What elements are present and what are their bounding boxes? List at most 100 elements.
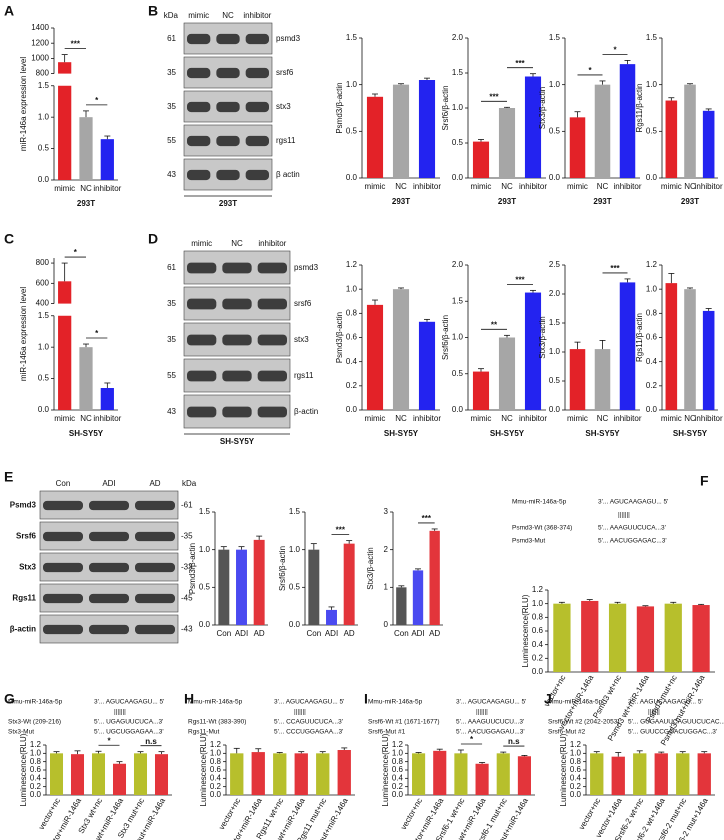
y-tick-label: 1.5 <box>199 507 211 516</box>
blot-band <box>135 500 175 511</box>
bar <box>524 76 542 178</box>
blot-band <box>135 624 175 635</box>
x-tick-label: mimic <box>54 184 75 193</box>
y-tick-label: 3 <box>384 507 389 516</box>
y-tick-label: 0.5 <box>199 582 211 591</box>
y-tick-label: 0.5 <box>549 376 561 385</box>
y-tick-label: 0.2 <box>392 782 404 791</box>
blot-band <box>187 262 217 274</box>
y-axis-label: Stx3/β-actin <box>538 316 547 358</box>
mut-name: Rgs11-Mut <box>188 729 220 736</box>
blot-band <box>187 135 211 147</box>
y-axis-label: Srsf6/β-actin <box>441 315 450 360</box>
y-tick-label: 1.5 <box>549 33 561 42</box>
bar <box>581 600 599 672</box>
y-tick-label: 2.0 <box>549 289 561 298</box>
blot-band <box>89 500 129 511</box>
wt-name: Stx3-Wt (209-216) <box>8 719 61 726</box>
kda-label: 55 <box>167 371 176 380</box>
y-tick-label: 0.0 <box>38 175 50 184</box>
y-tick-label: 0.8 <box>646 308 658 317</box>
bar <box>326 609 337 625</box>
y-tick-label: 0.5 <box>452 369 464 378</box>
x-tick-label: inhibitor <box>613 182 641 191</box>
bar <box>218 549 230 625</box>
y-tick-label: 0.6 <box>210 765 222 774</box>
y-axis-label: Psmd3/β-actin <box>188 543 197 594</box>
x-axis-label: 293T <box>593 197 611 206</box>
y-axis-label: Rgs11/β-actin <box>635 84 644 133</box>
bar <box>472 141 490 178</box>
y-tick-label: 1.5 <box>38 311 50 320</box>
blot-band <box>89 531 129 542</box>
protein-label: β actin <box>276 170 300 179</box>
bar <box>253 539 265 625</box>
bar <box>594 349 611 410</box>
x-tick-label: ADI <box>411 629 424 638</box>
bar <box>433 750 447 795</box>
blot-band <box>187 370 217 382</box>
y-tick-label: 0.6 <box>646 333 658 342</box>
x-axis-label: 293T <box>392 197 410 206</box>
y-tick-label: 0.0 <box>646 405 658 414</box>
y-tick-label: 1.5 <box>38 81 50 90</box>
y-tick-label: 1.0 <box>38 342 50 351</box>
protein-label: rgs11 <box>294 371 314 380</box>
y-tick-label: 0.0 <box>30 790 42 799</box>
y-axis-label: Rgs11/β-actin <box>635 313 644 362</box>
bar <box>100 139 114 180</box>
blot-band <box>135 593 175 604</box>
kda-unit: kDa <box>182 479 197 488</box>
y-tick-label: 1.2 <box>570 740 582 749</box>
x-tick-label: Con <box>394 629 409 638</box>
x-axis-label: SH-SY5Y <box>384 429 419 438</box>
protein-label: psmd3 <box>276 34 301 43</box>
bar <box>308 549 320 625</box>
y-tick-label: 0.8 <box>346 308 358 317</box>
y-tick-label: 0.0 <box>289 620 301 629</box>
blot-caption: 293T <box>219 199 237 208</box>
x-tick-label: mimic <box>471 414 492 423</box>
bar <box>100 388 114 410</box>
blot-band <box>245 67 269 79</box>
protein-label: β-actin <box>10 625 36 634</box>
bar <box>70 754 85 795</box>
pairing: ||||||| <box>476 709 488 716</box>
bar <box>412 570 424 625</box>
blot-band <box>222 262 252 274</box>
significance-label: *** <box>610 264 620 273</box>
bar <box>429 530 440 625</box>
y-tick-label: 0.4 <box>532 640 544 649</box>
kda-label: -43 <box>181 625 193 634</box>
bar <box>79 117 93 180</box>
bar <box>418 80 436 178</box>
blot-band <box>187 67 211 79</box>
significance-label: * <box>95 96 99 105</box>
blot-band <box>222 406 252 418</box>
bar <box>665 283 678 410</box>
bar <box>412 753 426 795</box>
x-tick-label: inhibitor <box>413 414 441 423</box>
mut-name: Stx3-Mut <box>8 729 34 736</box>
y-tick-label: 0.6 <box>570 765 582 774</box>
y-tick-label: 0.8 <box>30 757 42 766</box>
y-tick-label: 800 <box>36 69 50 78</box>
lane-label: AD <box>149 479 160 488</box>
y-tick-label: 1.2 <box>30 740 42 749</box>
bar <box>590 753 604 795</box>
mut-seq: 5'... UGCUGGAGAA...3' <box>94 729 164 736</box>
y-tick-label: 0.2 <box>532 653 544 662</box>
bar <box>692 605 710 672</box>
blot-band <box>222 298 252 310</box>
y-tick-label: 0.5 <box>549 126 561 135</box>
y-tick-label: 0.4 <box>210 773 222 782</box>
wt-seq: 5'... AAAGUUCUCA...3' <box>598 525 666 532</box>
y-tick-label: 0.4 <box>392 773 404 782</box>
y-tick-label: 1.0 <box>210 748 222 757</box>
bar <box>619 64 636 178</box>
pairing: ||||||| <box>114 709 126 716</box>
x-axis-label: 293T <box>681 197 699 206</box>
y-tick-label: 1000 <box>31 54 49 63</box>
blot-band <box>216 169 240 181</box>
